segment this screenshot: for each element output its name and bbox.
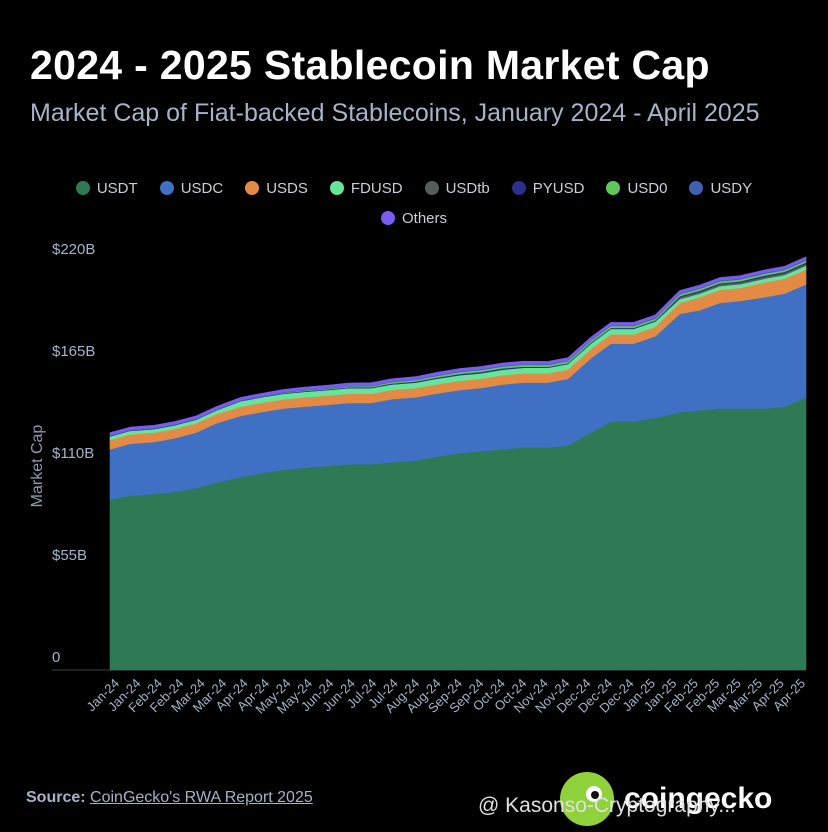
legend-swatch <box>689 181 704 195</box>
legend-item-usds[interactable]: USDS <box>245 178 308 198</box>
watermark: @ Kasonso-Cryptography... <box>478 794 736 817</box>
legend-item-others[interactable]: Others <box>380 208 447 228</box>
legend-item-usd0[interactable]: USD0 <box>606 178 667 198</box>
y-tick-label: $165B <box>52 343 95 360</box>
legend-label: USDC <box>180 179 224 197</box>
legend-label: USDS <box>266 179 308 197</box>
legend-item-usdt[interactable]: USDT <box>75 178 138 198</box>
y-axis-label: Market Cap <box>29 425 46 508</box>
gecko-icon <box>560 772 614 826</box>
legend-label: FDUSD <box>350 179 403 197</box>
legend-swatch <box>329 181 344 195</box>
legend-item-fdusd[interactable]: FDUSD <box>329 178 403 198</box>
area-others <box>109 256 807 436</box>
page-subtitle: Market Cap of Fiat-backed Stablecoins, J… <box>30 99 760 127</box>
logo-text: coingecko <box>624 782 773 815</box>
y-tick-label: 0 <box>52 649 60 666</box>
y-tick-label: $110B <box>52 445 94 462</box>
legend-item-usdy[interactable]: USDY <box>689 178 752 198</box>
legend-swatch <box>245 181 260 195</box>
coingecko-logo: coingecko <box>560 772 772 826</box>
source-link[interactable]: CoinGecko's RWA Report 2025 <box>90 789 313 806</box>
legend-item-pyusd[interactable]: PYUSD <box>511 178 585 198</box>
legend-item-usdtb[interactable]: USDtb <box>424 178 490 198</box>
legend-item-usdc[interactable]: USDC <box>159 178 224 198</box>
source-label: Source: <box>26 789 86 806</box>
legend-swatch <box>75 181 90 195</box>
legend-label: USDY <box>710 179 753 197</box>
x-axis-ticks: Jan-24Jan-24Feb-24Feb-24Mar-24Mar-24Apr-… <box>83 676 808 717</box>
legend-label: USDT <box>96 179 138 197</box>
legend-swatch <box>511 181 526 195</box>
y-tick-label: $220B <box>52 241 95 258</box>
legend-swatch <box>424 181 439 195</box>
legend-label: PYUSD <box>532 179 585 197</box>
legend-swatch <box>380 211 395 225</box>
area-series <box>109 256 807 671</box>
chart-legend: USDT USDC USDS FDUSD USDtb PYUSD USD0 USDY Other… <box>40 178 788 228</box>
stacked-area-chart: 0 $55B $110B $165B $220B Jan-24Jan-24Feb-24F… <box>29 241 808 717</box>
page-title: 2024 - 2025 Stablecoin Market Cap <box>30 42 710 88</box>
y-tick-label: $55B <box>52 547 87 564</box>
y-axis-ticks: 0 $55B $110B $165B $220B <box>52 241 95 666</box>
legend-label: USDtb <box>445 179 490 197</box>
source-note: Source: CoinGecko's RWA Report 2025 <box>26 789 313 807</box>
legend-swatch <box>159 181 174 195</box>
legend-label: USD0 <box>627 179 668 197</box>
legend-label: Others <box>401 209 447 227</box>
legend-swatch <box>606 181 621 195</box>
